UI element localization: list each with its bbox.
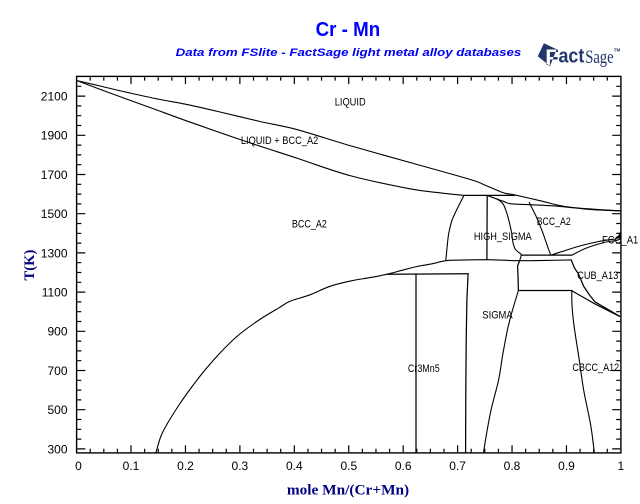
svg-text:HIGH_SIGMA: HIGH_SIGMA [474,231,532,243]
svg-text:0.3: 0.3 [232,459,249,473]
svg-text:Data from FSlite - FactSage li: Data from FSlite - FactSage light metal … [176,47,522,59]
svg-text:300: 300 [47,442,67,456]
svg-text:Cr - Mn: Cr - Mn [316,19,381,41]
svg-text:900: 900 [47,325,67,339]
svg-text:1100: 1100 [42,286,68,300]
svg-text:700: 700 [47,364,67,378]
svg-text:Cr3Mn5: Cr3Mn5 [408,363,440,375]
svg-text:0.2: 0.2 [177,459,194,473]
svg-text:2100: 2100 [41,90,68,104]
svg-text:0.9: 0.9 [558,459,575,473]
svg-text:1700: 1700 [41,168,68,182]
svg-text:0.6: 0.6 [395,459,412,473]
svg-text:mole Mn/(Cr+Mn): mole Mn/(Cr+Mn) [287,482,409,498]
svg-text:500: 500 [47,403,67,417]
svg-text:1900: 1900 [41,129,68,143]
svg-text:T(K): T(K) [22,250,38,281]
svg-text:BCC_A2: BCC_A2 [292,219,327,231]
svg-text:0.4: 0.4 [286,459,303,473]
svg-text:0.7: 0.7 [449,459,466,473]
svg-text:Sage: Sage [585,48,613,68]
svg-text:F: F [545,45,558,70]
svg-text:act: act [559,46,585,68]
svg-text:1: 1 [618,459,625,473]
svg-text:SIGMA: SIGMA [482,309,513,321]
svg-text:BCC_A2: BCC_A2 [537,216,571,228]
svg-text:0.8: 0.8 [504,459,521,473]
svg-text:1300: 1300 [41,246,68,260]
svg-text:LIQUID + BCC_A2: LIQUID + BCC_A2 [241,135,318,147]
svg-text:TM: TM [614,48,621,53]
svg-text:0.5: 0.5 [340,459,357,473]
svg-text:FCC_A1: FCC_A1 [602,235,638,247]
svg-text:LIQUID: LIQUID [335,96,366,108]
svg-text:0: 0 [75,459,82,473]
svg-text:CUB_A13: CUB_A13 [577,270,618,282]
svg-text:CBCC_A12: CBCC_A12 [572,362,619,374]
svg-text:1500: 1500 [41,207,68,221]
svg-text:0.1: 0.1 [123,459,140,473]
